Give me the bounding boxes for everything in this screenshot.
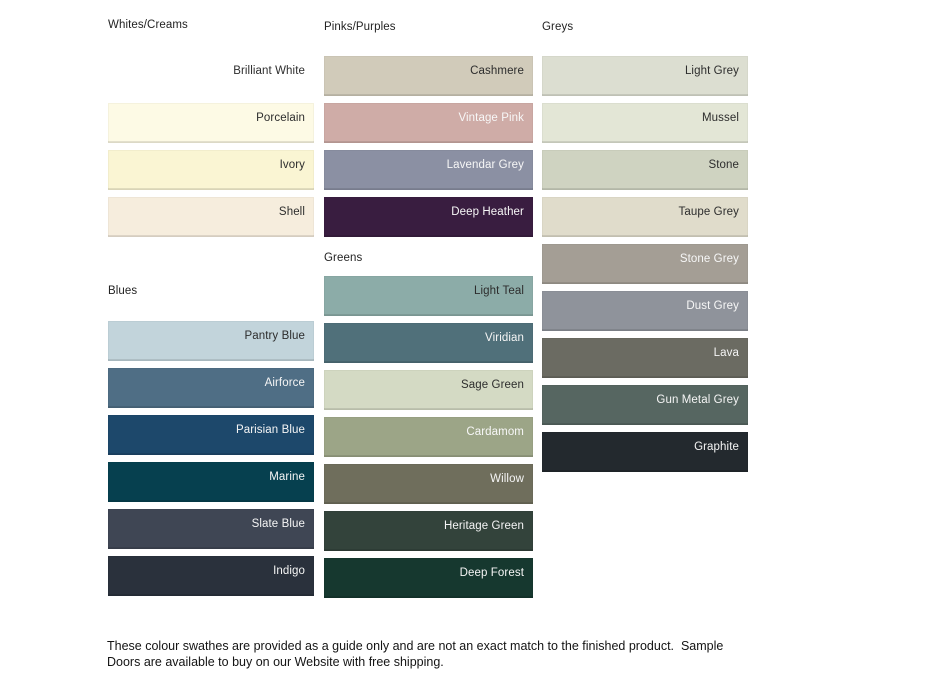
section-title-greys: Greys	[542, 21, 574, 33]
swatch-mussel: Mussel	[542, 103, 748, 143]
swatch-label-light-teal: Light Teal	[473, 285, 524, 297]
swatch-label-gun-metal-grey: Gun Metal Grey	[656, 394, 739, 406]
swatch-label-light-grey: Light Grey	[684, 65, 739, 77]
swatch-deep-forest: Deep Forest	[324, 558, 533, 598]
swatch-label-cashmere: Cashmere	[470, 65, 524, 77]
swatch-gun-metal-grey: Gun Metal Grey	[542, 385, 748, 425]
swatch-slate-blue: Slate Blue	[108, 509, 314, 549]
swatch-taupe-grey: Taupe Grey	[542, 197, 748, 237]
swatch-label-marine: Marine	[269, 471, 305, 483]
swatch-label-indigo: Indigo	[273, 565, 305, 577]
swatch-list-blues: Pantry Blue Airforce Parisian Blue Marine Sl…	[108, 321, 314, 596]
swatch-shell: Shell	[108, 197, 314, 237]
palette-column-2: Pinks/Purples Cashmere Vintage Pink Lavenda…	[324, 0, 533, 605]
swatch-label-heritage-green: Heritage Green	[443, 520, 524, 532]
swatch-label-airforce: Airforce	[264, 377, 305, 389]
swatch-label-porcelain: Porcelain	[256, 112, 305, 124]
swatch-label-stone: Stone	[708, 159, 739, 171]
swatch-cashmere: Cashmere	[324, 56, 533, 96]
swatch-willow: Willow	[324, 464, 533, 504]
swatch-label-deep-heather: Deep Heather	[451, 206, 524, 218]
swatch-label-parisian-blue: Parisian Blue	[235, 424, 305, 436]
swatch-label-willow: Willow	[490, 473, 524, 485]
swatch-dust-grey: Dust Grey	[542, 291, 748, 331]
swatch-pantry-blue: Pantry Blue	[108, 321, 314, 361]
swatch-deep-heather: Deep Heather	[324, 197, 533, 237]
swatch-lava: Lava	[542, 338, 748, 378]
section-title-pinks-purples: Pinks/Purples	[324, 21, 396, 33]
swatch-indigo: Indigo	[108, 556, 314, 596]
swatch-light-teal: Light Teal	[324, 276, 533, 316]
swatch-light-grey: Light Grey	[542, 56, 748, 96]
swatch-label-ivory: Ivory	[279, 159, 305, 171]
swatch-porcelain: Porcelain	[108, 103, 314, 143]
swatch-graphite: Graphite	[542, 432, 748, 472]
swatch-list-pinks-purples: Cashmere Vintage Pink Lavendar Grey Deep He…	[324, 56, 533, 237]
swatch-brilliant-white: Brilliant White	[108, 56, 314, 96]
palette-column-3: Greys Light Grey Mussel Stone Taupe Grey Ston…	[542, 0, 748, 479]
swatch-label-brilliant-white: Brilliant White	[233, 65, 305, 77]
palette-column-1: Whites/Creams Brilliant White Porcelain Ivo…	[108, 0, 314, 603]
swatch-list-greens: Light Teal Viridian Sage Green Cardamom Will…	[324, 276, 533, 598]
swatch-label-shell: Shell	[278, 206, 305, 218]
swatch-list-whites-creams: Brilliant White Porcelain Ivory Shell	[108, 56, 314, 237]
swatch-label-deep-forest: Deep Forest	[459, 567, 524, 579]
swatch-airforce: Airforce	[108, 368, 314, 408]
swatch-vintage-pink: Vintage Pink	[324, 103, 533, 143]
swatch-sage-green: Sage Green	[324, 370, 533, 410]
swatch-label-cardamom: Cardamom	[466, 426, 524, 438]
swatch-label-dust-grey: Dust Grey	[686, 300, 739, 312]
swatch-label-taupe-grey: Taupe Grey	[678, 206, 739, 218]
swatch-list-greys: Light Grey Mussel Stone Taupe Grey Stone Gre…	[542, 56, 748, 472]
swatch-stone-grey: Stone Grey	[542, 244, 748, 284]
section-title-whites-creams: Whites/Creams	[108, 19, 188, 31]
swatch-label-sage-green: Sage Green	[460, 379, 524, 391]
section-title-greens: Greens	[324, 252, 363, 264]
swatch-label-slate-blue: Slate Blue	[251, 518, 305, 530]
swatch-label-graphite: Graphite	[694, 441, 739, 453]
section-title-blues: Blues	[108, 285, 138, 297]
swatch-label-stone-grey: Stone Grey	[679, 253, 739, 265]
swatch-viridian: Viridian	[324, 323, 533, 363]
footer-line-2: Doors are available to buy on our Websit…	[107, 654, 444, 669]
swatch-lavendar-grey: Lavendar Grey	[324, 150, 533, 190]
swatch-label-lavendar-grey: Lavendar Grey	[446, 159, 524, 171]
swatch-ivory: Ivory	[108, 150, 314, 190]
swatch-label-pantry-blue: Pantry Blue	[244, 330, 305, 342]
swatch-marine: Marine	[108, 462, 314, 502]
swatch-label-lava: Lava	[713, 347, 739, 359]
footer-note: These colour swathes are provided as a g…	[107, 639, 807, 670]
footer-line-1: These colour swathes are provided as a g…	[107, 639, 724, 653]
swatch-parisian-blue: Parisian Blue	[108, 415, 314, 455]
swatch-heritage-green: Heritage Green	[324, 511, 533, 551]
swatch-label-vintage-pink: Vintage Pink	[458, 112, 524, 124]
swatch-label-viridian: Viridian	[485, 332, 524, 344]
swatch-stone: Stone	[542, 150, 748, 190]
swatch-cardamom: Cardamom	[324, 417, 533, 457]
swatch-label-mussel: Mussel	[701, 112, 739, 124]
